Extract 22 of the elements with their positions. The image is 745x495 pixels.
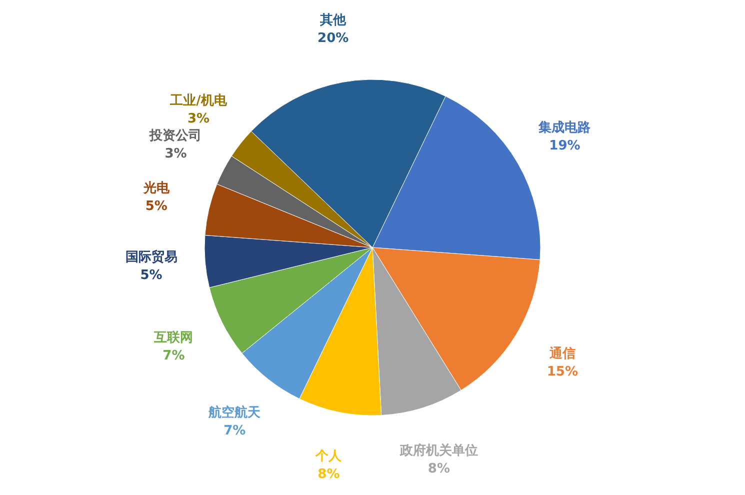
slice-label: 国际贸易 (125, 249, 178, 266)
data-label: 5% (145, 198, 168, 214)
data-label: 20% (318, 31, 349, 46)
slice-label: 其他 (319, 13, 348, 28)
slice-label: 光电 (142, 180, 170, 196)
data-label: 8% (428, 461, 450, 476)
data-label: 7% (224, 424, 246, 439)
slice-label: 航空航天 (208, 404, 262, 421)
data-label: 3% (187, 112, 210, 127)
slice-label: 工业/机电 (169, 94, 228, 109)
slice-label: 互联网 (153, 330, 194, 346)
data-label: 5% (140, 268, 162, 284)
data-label: 19% (549, 138, 580, 154)
slice-label: 个人 (314, 449, 343, 464)
slice-label: 集成电路 (538, 120, 591, 136)
slice-label: 政府机关单位 (398, 442, 478, 458)
data-label: 7% (162, 348, 185, 364)
slice-label: 通信 (548, 345, 576, 362)
data-label: 8% (318, 467, 340, 482)
slice-label: 投资公司 (148, 128, 202, 144)
data-label: 3% (164, 146, 187, 162)
data-label: 15% (546, 364, 578, 380)
